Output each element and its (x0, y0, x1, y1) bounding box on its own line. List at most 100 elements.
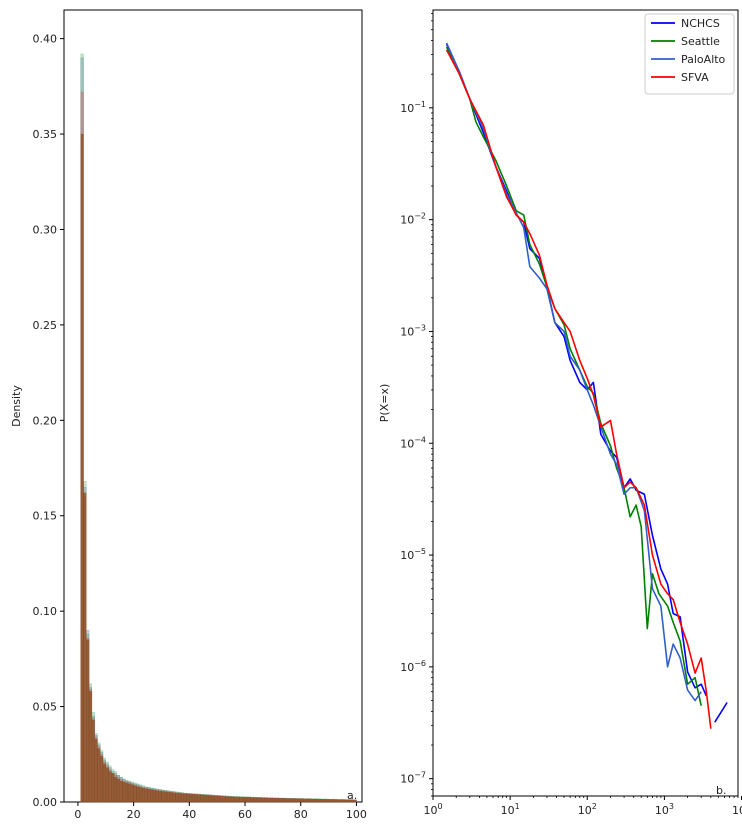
x-tick-label: 20 (127, 808, 141, 821)
histogram-panel-a: 0 20 40 60 80 100 0.00 0.05 0.10 0.15 0.20 0.25 0.3… (10, 9, 367, 821)
histogram-bar (228, 796, 232, 803)
histogram-bar (247, 797, 251, 803)
x-tick-label-exp: 2 (592, 802, 597, 811)
histogram-bar (289, 798, 293, 803)
histogram-bar (339, 799, 343, 803)
histogram-bar (317, 799, 321, 803)
series-line-nchcs (714, 702, 728, 723)
histogram-bar (336, 799, 340, 803)
histogram-bar (189, 793, 193, 803)
histogram-bar (264, 797, 268, 803)
loglog-y-axis-label: P(X=x) (378, 384, 391, 422)
histogram-bar (208, 795, 212, 803)
histogram-bar (258, 797, 262, 803)
histogram-bar (311, 798, 315, 803)
y-tick-label: 0.00 (33, 796, 58, 809)
histogram-bar (197, 794, 201, 803)
y-tick-label: 10−6 (400, 659, 426, 674)
histogram-bar (283, 798, 288, 803)
y-tick-label: 10−4 (400, 435, 426, 450)
x-tick-label: 102 (578, 802, 597, 817)
histogram-bar (113, 776, 118, 803)
y-tick-label-exp: −3 (414, 323, 426, 332)
y-tick-label-base: 10 (400, 549, 414, 562)
histogram-bar (216, 795, 221, 803)
histogram-bar (211, 795, 215, 803)
histogram-bar (180, 793, 184, 803)
histogram-bar (255, 797, 260, 803)
legend-label: SFVA (681, 71, 709, 84)
histogram-bar (194, 794, 198, 803)
x-tick-label: 104 (732, 802, 742, 817)
y-tick-label: 10−5 (400, 547, 426, 562)
histogram-bar (83, 492, 87, 803)
legend: NCHCS Seattle PaloAlto SFVA (644, 13, 735, 95)
histogram-x-ticks: 0 20 40 60 80 100 (74, 802, 367, 821)
y-tick-label-base: 10 (400, 773, 414, 786)
histogram-bar (200, 794, 204, 803)
histogram-bar (175, 793, 179, 803)
histogram-bar (127, 783, 132, 803)
histogram-bar (158, 790, 162, 803)
series-line-paloalto (445, 42, 702, 702)
panel-label-a: a. (347, 789, 357, 802)
y-tick-label-base: 10 (400, 214, 414, 227)
x-tick-label-base: 10 (732, 804, 742, 817)
histogram-bar (122, 781, 126, 803)
histogram-bar (303, 798, 307, 803)
histogram-bar (281, 798, 285, 803)
histogram-y-axis-label: Density (10, 385, 23, 427)
histogram-bar (325, 799, 329, 803)
histogram-bar (91, 719, 95, 803)
histogram-bar (141, 788, 145, 803)
histogram-y-ticks: 0.00 0.05 0.10 0.15 0.20 0.25 0.30 0.35 0.40 (33, 33, 64, 809)
histogram-bar (331, 799, 335, 803)
y-tick-label: 0.10 (33, 605, 58, 618)
histogram-bar (133, 785, 137, 803)
histogram-bar (250, 797, 254, 803)
histogram-bar (222, 796, 226, 803)
y-tick-label: 0.30 (33, 223, 58, 236)
y-tick-label: 0.20 (33, 414, 58, 427)
legend-label: Seattle (681, 35, 720, 48)
histogram-bar (278, 798, 282, 803)
y-tick-label: 10−7 (400, 771, 426, 786)
histogram-bar (214, 795, 218, 803)
histogram-bar (136, 786, 140, 803)
x-tick-label: 100 (346, 808, 367, 821)
histogram-bar (230, 796, 235, 803)
series-line-seattle (445, 46, 702, 706)
y-tick-label-base: 10 (400, 102, 414, 115)
x-tick-label-base: 10 (578, 804, 592, 817)
x-tick-label-base: 10 (501, 804, 515, 817)
histogram-bar (100, 755, 104, 803)
histogram-bar (272, 797, 276, 803)
histogram-bar (267, 797, 271, 803)
histogram-bar (94, 738, 98, 803)
histogram-bar (219, 796, 223, 803)
y-tick-label-exp: −2 (414, 212, 426, 221)
legend-box (644, 13, 735, 95)
y-tick-label: 0.05 (33, 701, 58, 714)
histogram-bar (155, 790, 159, 803)
loglog-y-ticks: 10−710−610−510−410−310−210−1 (400, 12, 433, 797)
histogram-bar (294, 798, 299, 803)
histogram-bar (205, 795, 210, 803)
histogram-bar (306, 798, 310, 803)
y-tick-label-base: 10 (400, 437, 414, 450)
series-line-sfva (445, 49, 712, 729)
x-tick-label: 80 (294, 808, 308, 821)
histogram-bar (177, 793, 182, 803)
y-tick-label: 0.15 (33, 510, 58, 523)
histogram-bar (164, 791, 168, 803)
histogram-bar (86, 639, 90, 803)
histogram-bar (203, 794, 207, 803)
y-tick-label: 0.40 (33, 33, 58, 46)
x-tick-label: 101 (501, 802, 520, 817)
histogram-bar (125, 782, 129, 803)
histogram-bar (342, 799, 346, 803)
y-tick-label: 0.35 (33, 128, 58, 141)
loglog-plot-frame (432, 9, 739, 797)
y-tick-label-exp: −4 (414, 435, 426, 444)
